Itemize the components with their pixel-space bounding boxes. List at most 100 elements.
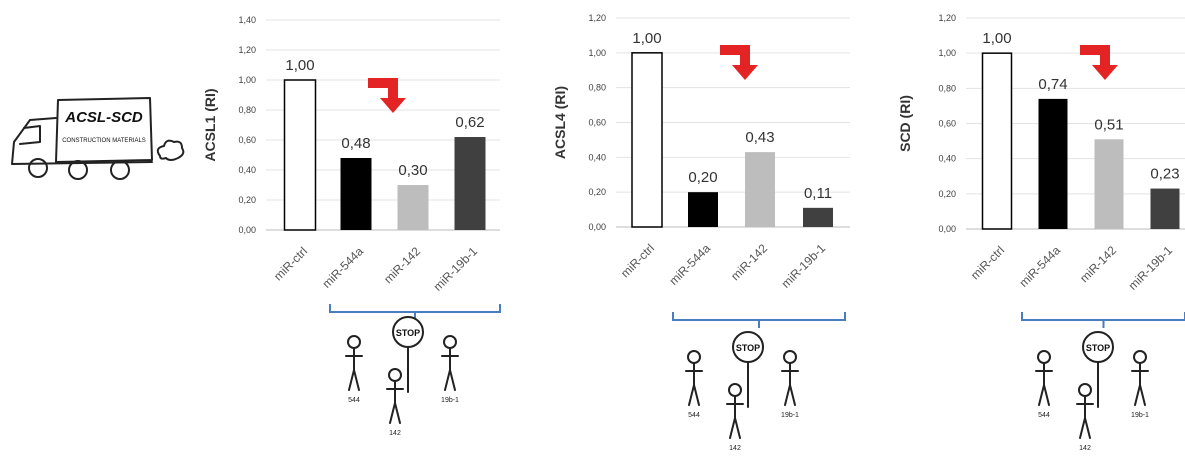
y-tick-label: 1,20 [588,13,606,23]
stop-text: STOP [736,343,760,353]
worker-label: 142 [729,445,741,452]
chart-panel: 0,00 0,20 0,40 0,60 0,80 1,00 1,20 1,40 ACSL1 (R… [202,15,501,437]
worker [685,362,703,406]
bar [688,192,718,227]
value-label: 0,74 [1038,76,1067,93]
worker-label: 142 [1079,445,1091,452]
x-tick-label: miR-19b-1 [779,241,829,291]
worker [443,335,457,349]
worker-label: 19b-1 [441,397,459,404]
value-label: 0,11 [804,185,832,202]
y-tick-label: 1,40 [238,15,256,25]
brace [329,304,501,320]
bar [454,137,486,230]
y-tick-label: 1,00 [588,48,606,58]
chart-panel: 0,00 0,20 0,40 0,60 0,80 1,00 1,20 SCD (RI) 1,00… [897,13,1185,452]
x-tick-label: miR-ctrl [968,243,1007,282]
worker [1035,362,1053,406]
y-tick-label: 0,40 [588,152,606,162]
red-arrow [1080,45,1118,80]
x-tick-label: miR-544a [319,244,366,291]
x-tick-label: miR-ctrl [618,241,657,280]
value-label: 0,62 [455,114,484,131]
y-tick-label: 0,20 [238,195,256,205]
worker-label: 544 [348,397,360,404]
y-tick-label: 0,80 [938,83,956,93]
value-label: 0,51 [1094,116,1123,133]
x-tick-label: miR-142 [728,241,770,283]
worker [1078,383,1092,397]
x-tick-label: miR-142 [381,244,423,286]
value-label: 0,23 [1150,166,1179,183]
worker [1037,350,1051,364]
x-tick-label: miR-142 [1077,243,1119,285]
y-tick-label: 0,80 [238,105,256,115]
y-tick-label: 1,00 [938,48,956,58]
stop-sign [1082,331,1114,363]
bar [1094,139,1124,229]
y-axis-label: SCD (RI) [897,95,913,152]
brace [1021,312,1185,328]
bar [1038,98,1068,229]
worker-label: 544 [688,412,700,419]
bar [981,52,1013,230]
bar [631,52,663,228]
worker-label: 142 [389,430,401,437]
truck-cargo: CONSTRUCTION MATERIALS [62,138,146,144]
worker [1076,395,1094,439]
brace [672,312,846,328]
red-arrow [720,45,758,80]
worker [687,350,701,364]
value-label: 1,00 [285,57,314,74]
worker [386,380,404,424]
y-tick-label: 1,20 [238,45,256,55]
x-tick-label: miR-ctrl [271,244,310,283]
y-tick-label: 0,00 [938,224,956,234]
x-tick-label: miR-544a [1016,243,1063,290]
x-tick-label: miR-19b-1 [1126,243,1176,293]
value-label: 0,48 [341,135,370,152]
y-tick-label: 0,80 [588,83,606,93]
y-tick-label: 0,00 [238,225,256,235]
truck-label: ACSL-SCD [64,109,143,126]
worker-label: 19b-1 [1131,412,1149,419]
stop-text: STOP [396,328,420,338]
worker [1131,362,1149,406]
worker-label: 544 [1038,412,1050,419]
x-tick-label: miR-544a [666,241,713,288]
truck: ACSL-SCD CONSTRUCTION MATERIALS [11,97,185,180]
worker [1133,350,1147,364]
worker-label: 19b-1 [781,412,799,419]
worker [783,350,797,364]
bar [397,185,429,230]
y-tick-label: 0,60 [938,119,956,129]
worker [388,368,402,382]
bar [803,207,833,227]
worker [347,335,361,349]
value-label: 1,00 [982,30,1011,47]
y-tick-label: 0,20 [588,187,606,197]
worker [728,383,742,397]
stop-sign [392,316,424,348]
bar [745,152,775,227]
bar [283,79,317,231]
y-tick-label: 0,60 [238,135,256,145]
y-tick-label: 0,40 [238,165,256,175]
chart-panel: 0,00 0,20 0,40 0,60 0,80 1,00 1,20 ACSL4 (RI) 1,… [552,13,850,452]
y-tick-label: 0,40 [938,154,956,164]
value-label: 1,00 [632,30,661,47]
y-tick-label: 0,00 [588,222,606,232]
worker [345,347,363,391]
value-label: 0,43 [745,129,774,146]
stop-sign [732,331,764,363]
value-label: 0,20 [688,169,717,186]
stop-text: STOP [1086,343,1110,353]
bar [1150,188,1180,229]
value-label: 0,30 [398,162,427,179]
y-axis-label: ACSL4 (RI) [552,86,568,159]
y-axis-label: ACSL1 (RI) [202,88,218,161]
worker [441,347,459,391]
y-tick-label: 0,20 [938,189,956,199]
